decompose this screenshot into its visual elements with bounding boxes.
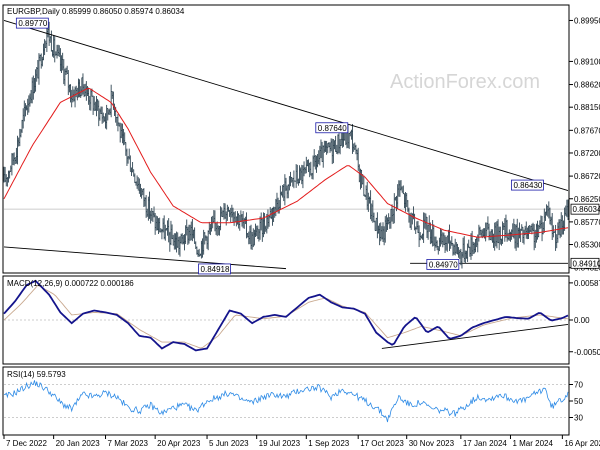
x-tick-label: 19 Jul 2023 (259, 439, 301, 448)
x-tick-label: 16 Apr 2024 (564, 439, 600, 448)
rsi-header: RSI(14) 59.5793 (7, 370, 66, 379)
price-annotation-label: 0.87640 (318, 124, 347, 133)
current-price-label-box (570, 203, 600, 215)
price-annotation-box (315, 122, 349, 134)
macd-line (3, 279, 569, 352)
x-tick-label: 1 Mar 2024 (512, 439, 553, 448)
macd-y-tick-label: 0.00 (574, 316, 590, 325)
x-axis: 7 Dec 2022 20 Jan 2023 7 Mar 2023 20 Apr 20… (3, 435, 600, 448)
price-annotation-label: 0.84918 (201, 265, 230, 274)
x-tick-label: 17 Oct 2023 (360, 439, 404, 448)
x-tick-label: 5 Jun 2023 (209, 439, 249, 448)
x-tick-label: 7 Mar 2023 (108, 439, 149, 448)
current-price-label: 0.86034 (573, 205, 600, 214)
rsi-y-tick-label: 70 (574, 381, 583, 390)
x-tick-label: 7 Dec 2022 (6, 439, 47, 448)
price-annotation-box (198, 263, 231, 275)
macd-trendline (381, 323, 569, 349)
price-header: EURGBP,Daily 0.85999 0.86050 0.85974 0.8… (7, 7, 185, 16)
x-tick-label: 1 Sep 2023 (308, 439, 349, 448)
support-price-label-box (570, 257, 600, 269)
price-annotation-label: 0.86430 (513, 181, 542, 190)
price-panel-frame (2, 4, 570, 274)
rsi-y-tick-label: 50 (574, 397, 583, 406)
watermark: ActionForex.com (390, 71, 540, 93)
support-price-label: 0.84910 (573, 259, 600, 268)
price-annotation-box (511, 179, 544, 191)
macd-header: MACD(12,26,9) 0.000722 0.000186 (7, 279, 134, 288)
price-moving-average-line (3, 87, 569, 238)
price-annotation-label: 0.89770 (18, 19, 47, 28)
price-annotation-box (426, 259, 460, 270)
x-tick-label: 20 Apr 2023 (157, 439, 201, 448)
rsi-panel: 70 50 30 (4, 380, 583, 423)
price-annotation-label: 0.84970 (429, 260, 458, 269)
x-tick-label: 20 Jan 2023 (56, 439, 101, 448)
macd-panel: 0.00587 0.00 -0.005021 (3, 279, 600, 357)
price-annotation-box (15, 17, 49, 29)
rsi-line (4, 380, 569, 423)
rsi-y-tick-label: 30 (574, 414, 583, 423)
x-tick-label: 30 Nov 2023 (409, 439, 455, 448)
descending-trendline (3, 20, 569, 191)
macd-y-tick-label: -0.005021 (574, 348, 600, 357)
lower-trendline (3, 246, 287, 270)
macd-y-tick-label: 0.00587 (574, 279, 600, 288)
x-tick-label: 17 Jan 2024 (463, 439, 508, 448)
